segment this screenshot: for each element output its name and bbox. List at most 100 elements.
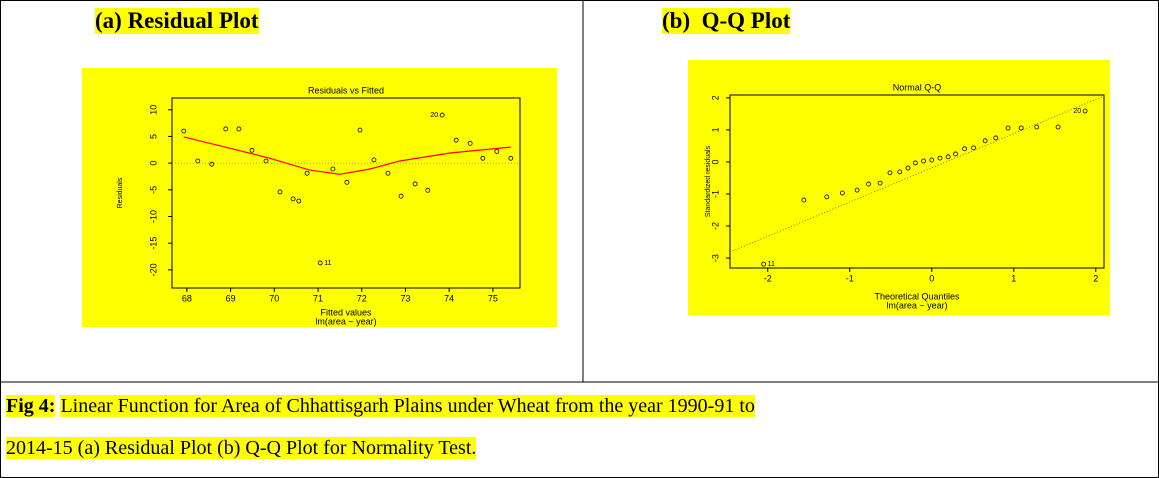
point bbox=[236, 126, 242, 132]
point bbox=[801, 197, 807, 203]
point bbox=[945, 154, 951, 160]
point bbox=[453, 137, 459, 143]
smooth-line bbox=[183, 136, 511, 175]
point bbox=[480, 155, 486, 161]
point bbox=[1055, 124, 1061, 130]
point bbox=[344, 179, 350, 185]
point bbox=[971, 145, 976, 151]
point bbox=[1082, 108, 1088, 114]
plot-box bbox=[729, 94, 1105, 269]
caption-line: 2014-15 (a) Residual Plot (b) Q-Q Plot f… bbox=[6, 436, 477, 460]
y-tick-label: -1 bbox=[710, 190, 720, 198]
point bbox=[993, 135, 999, 141]
point bbox=[330, 166, 336, 172]
point bbox=[887, 170, 893, 176]
point bbox=[290, 196, 296, 202]
point-label: 20 bbox=[1073, 108, 1081, 115]
x-axis-label: Theoretical Quantiles bbox=[874, 291, 960, 301]
point bbox=[195, 158, 201, 164]
point bbox=[937, 155, 943, 161]
x-tick-label: -1 bbox=[846, 273, 854, 283]
point bbox=[761, 261, 767, 267]
point bbox=[839, 190, 845, 196]
x-tick-label: 69 bbox=[226, 293, 236, 303]
point bbox=[866, 181, 872, 187]
point bbox=[317, 260, 323, 266]
point-label: 20 bbox=[430, 112, 438, 119]
point bbox=[897, 169, 903, 175]
x-tick-label: 70 bbox=[269, 293, 279, 303]
point bbox=[467, 140, 473, 146]
point bbox=[296, 198, 302, 204]
y-tick-label: 0 bbox=[710, 159, 720, 164]
point-label: 11 bbox=[768, 261, 775, 268]
y-tick-label: 2 bbox=[710, 95, 720, 100]
x-axis-sublabel: lm(area ~ year) bbox=[315, 316, 376, 326]
plot-box bbox=[171, 97, 521, 289]
caption-line: Fig 4: Linear Function for Area of Chhat… bbox=[6, 394, 755, 418]
point bbox=[209, 161, 215, 167]
point bbox=[1034, 124, 1040, 130]
point bbox=[223, 126, 229, 132]
point bbox=[982, 138, 988, 144]
point bbox=[912, 160, 918, 166]
point bbox=[371, 157, 377, 163]
point bbox=[439, 112, 445, 118]
x-tick-label: 0 bbox=[929, 273, 934, 283]
chart-title: Normal Q-Q bbox=[893, 82, 942, 92]
x-tick-label: 1 bbox=[1011, 273, 1016, 283]
y-tick-label: -20 bbox=[148, 263, 158, 276]
point bbox=[854, 187, 860, 193]
y-axis-label: Residuals bbox=[117, 177, 124, 208]
caption-text: Linear Function for Area of Chhattisgarh… bbox=[60, 395, 755, 417]
point bbox=[398, 193, 404, 199]
plot-panel bbox=[82, 68, 557, 327]
point bbox=[494, 148, 500, 154]
point bbox=[929, 157, 935, 163]
y-tick-label: -2 bbox=[710, 222, 720, 230]
x-tick-label: -2 bbox=[764, 273, 772, 283]
point bbox=[824, 194, 830, 200]
x-tick-label: 74 bbox=[444, 293, 454, 303]
point bbox=[508, 155, 514, 161]
point bbox=[385, 170, 391, 176]
y-tick-label: 5 bbox=[148, 134, 158, 139]
heading: (b) Q-Q Plot bbox=[662, 8, 791, 34]
x-tick-label: 2 bbox=[1093, 273, 1098, 283]
point bbox=[905, 165, 911, 171]
y-tick-label: -10 bbox=[148, 210, 158, 223]
y-tick-label: -15 bbox=[148, 237, 158, 250]
x-tick-label: 75 bbox=[488, 293, 498, 303]
point bbox=[962, 146, 967, 152]
y-tick-label: -3 bbox=[710, 254, 720, 262]
point bbox=[921, 158, 926, 164]
point bbox=[1005, 125, 1011, 131]
y-tick-label: 0 bbox=[148, 161, 158, 166]
x-axis-label: Fitted values bbox=[320, 307, 372, 317]
point bbox=[304, 170, 310, 176]
y-axis-label: Standardized residuals bbox=[705, 145, 712, 217]
point bbox=[953, 151, 958, 157]
y-tick-label: 1 bbox=[710, 127, 720, 132]
plot-panel bbox=[688, 60, 1110, 315]
point bbox=[181, 128, 187, 134]
point bbox=[249, 147, 255, 153]
x-tick-label: 73 bbox=[400, 293, 410, 303]
point-label: 11 bbox=[324, 260, 331, 267]
point bbox=[425, 187, 431, 193]
caption-label: Fig 4: bbox=[6, 395, 56, 417]
x-tick-label: 71 bbox=[313, 293, 323, 303]
heading: (a) Residual Plot bbox=[95, 8, 259, 34]
point bbox=[357, 127, 363, 133]
point bbox=[1018, 125, 1024, 131]
caption-text: 2014-15 (a) Residual Plot (b) Q-Q Plot f… bbox=[6, 437, 477, 459]
x-tick-label: 72 bbox=[357, 293, 367, 303]
point bbox=[277, 189, 283, 195]
y-tick-label: 10 bbox=[148, 105, 158, 115]
y-tick-label: -5 bbox=[148, 186, 158, 194]
point bbox=[263, 158, 269, 164]
x-tick-label: 68 bbox=[182, 293, 192, 303]
x-axis-sublabel: lm(area ~ year) bbox=[886, 300, 947, 310]
chart-title: Residuals vs Fitted bbox=[308, 85, 384, 95]
